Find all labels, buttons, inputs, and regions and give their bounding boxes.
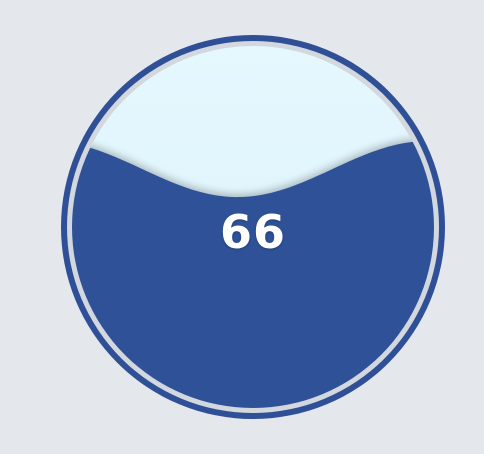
gauge-graphic (61, 35, 445, 419)
gauge-value: 66 (219, 205, 286, 259)
liquid-wave (72, 141, 434, 408)
liquid-fill-gauge: 66 (56, 30, 450, 424)
